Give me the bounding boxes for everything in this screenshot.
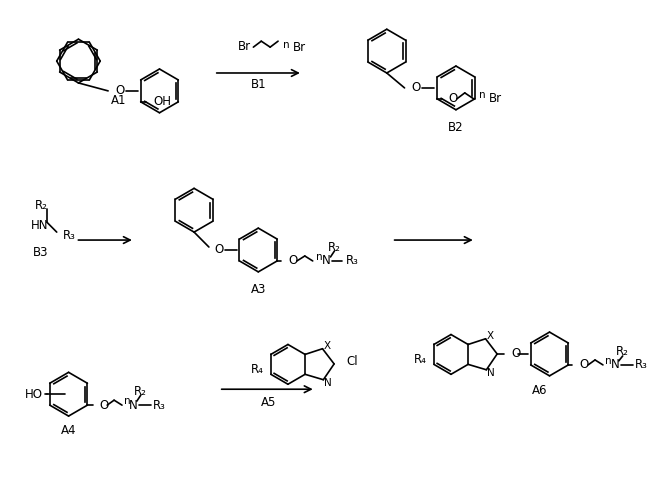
Text: R₃: R₃ xyxy=(635,358,648,372)
Text: O: O xyxy=(412,82,421,94)
Text: n: n xyxy=(124,396,131,406)
Text: N: N xyxy=(128,398,137,411)
Text: A4: A4 xyxy=(61,424,76,438)
Text: Br: Br xyxy=(488,92,502,106)
Text: X: X xyxy=(324,340,331,350)
Text: Br: Br xyxy=(293,40,306,54)
Text: R₃: R₃ xyxy=(152,398,165,411)
Text: O: O xyxy=(448,92,457,106)
Text: A3: A3 xyxy=(251,284,266,296)
Text: R₂: R₂ xyxy=(35,198,48,212)
Text: B1: B1 xyxy=(251,78,266,92)
Text: n: n xyxy=(316,252,322,262)
Text: O: O xyxy=(579,358,589,372)
Text: O: O xyxy=(214,244,223,256)
Text: O: O xyxy=(99,398,109,411)
Text: R₂: R₂ xyxy=(328,240,341,254)
Text: A5: A5 xyxy=(260,396,276,408)
Text: A6: A6 xyxy=(532,384,547,398)
Text: R₃: R₃ xyxy=(62,228,76,241)
Text: A1: A1 xyxy=(111,94,127,108)
Text: N: N xyxy=(488,368,495,378)
Text: X: X xyxy=(487,331,494,341)
Text: n: n xyxy=(605,356,611,366)
Text: N: N xyxy=(324,378,332,388)
Text: Cl: Cl xyxy=(346,356,357,368)
Text: O: O xyxy=(511,348,520,360)
Text: R₂: R₂ xyxy=(134,384,147,398)
Text: O: O xyxy=(115,84,124,98)
Text: R₂: R₂ xyxy=(616,346,629,358)
Text: B3: B3 xyxy=(33,246,49,260)
Text: O: O xyxy=(288,254,298,268)
Text: Br: Br xyxy=(238,40,251,52)
Text: HN: HN xyxy=(31,218,49,232)
Text: N: N xyxy=(611,358,619,372)
Text: n: n xyxy=(478,90,485,100)
Text: R₄: R₄ xyxy=(251,363,263,376)
Text: R₃: R₃ xyxy=(346,254,359,268)
Text: HO: HO xyxy=(25,388,43,400)
Text: OH: OH xyxy=(154,96,171,108)
Text: N: N xyxy=(322,254,331,268)
Text: n: n xyxy=(283,40,290,50)
Text: B2: B2 xyxy=(448,121,464,134)
Text: R₄: R₄ xyxy=(413,353,426,366)
